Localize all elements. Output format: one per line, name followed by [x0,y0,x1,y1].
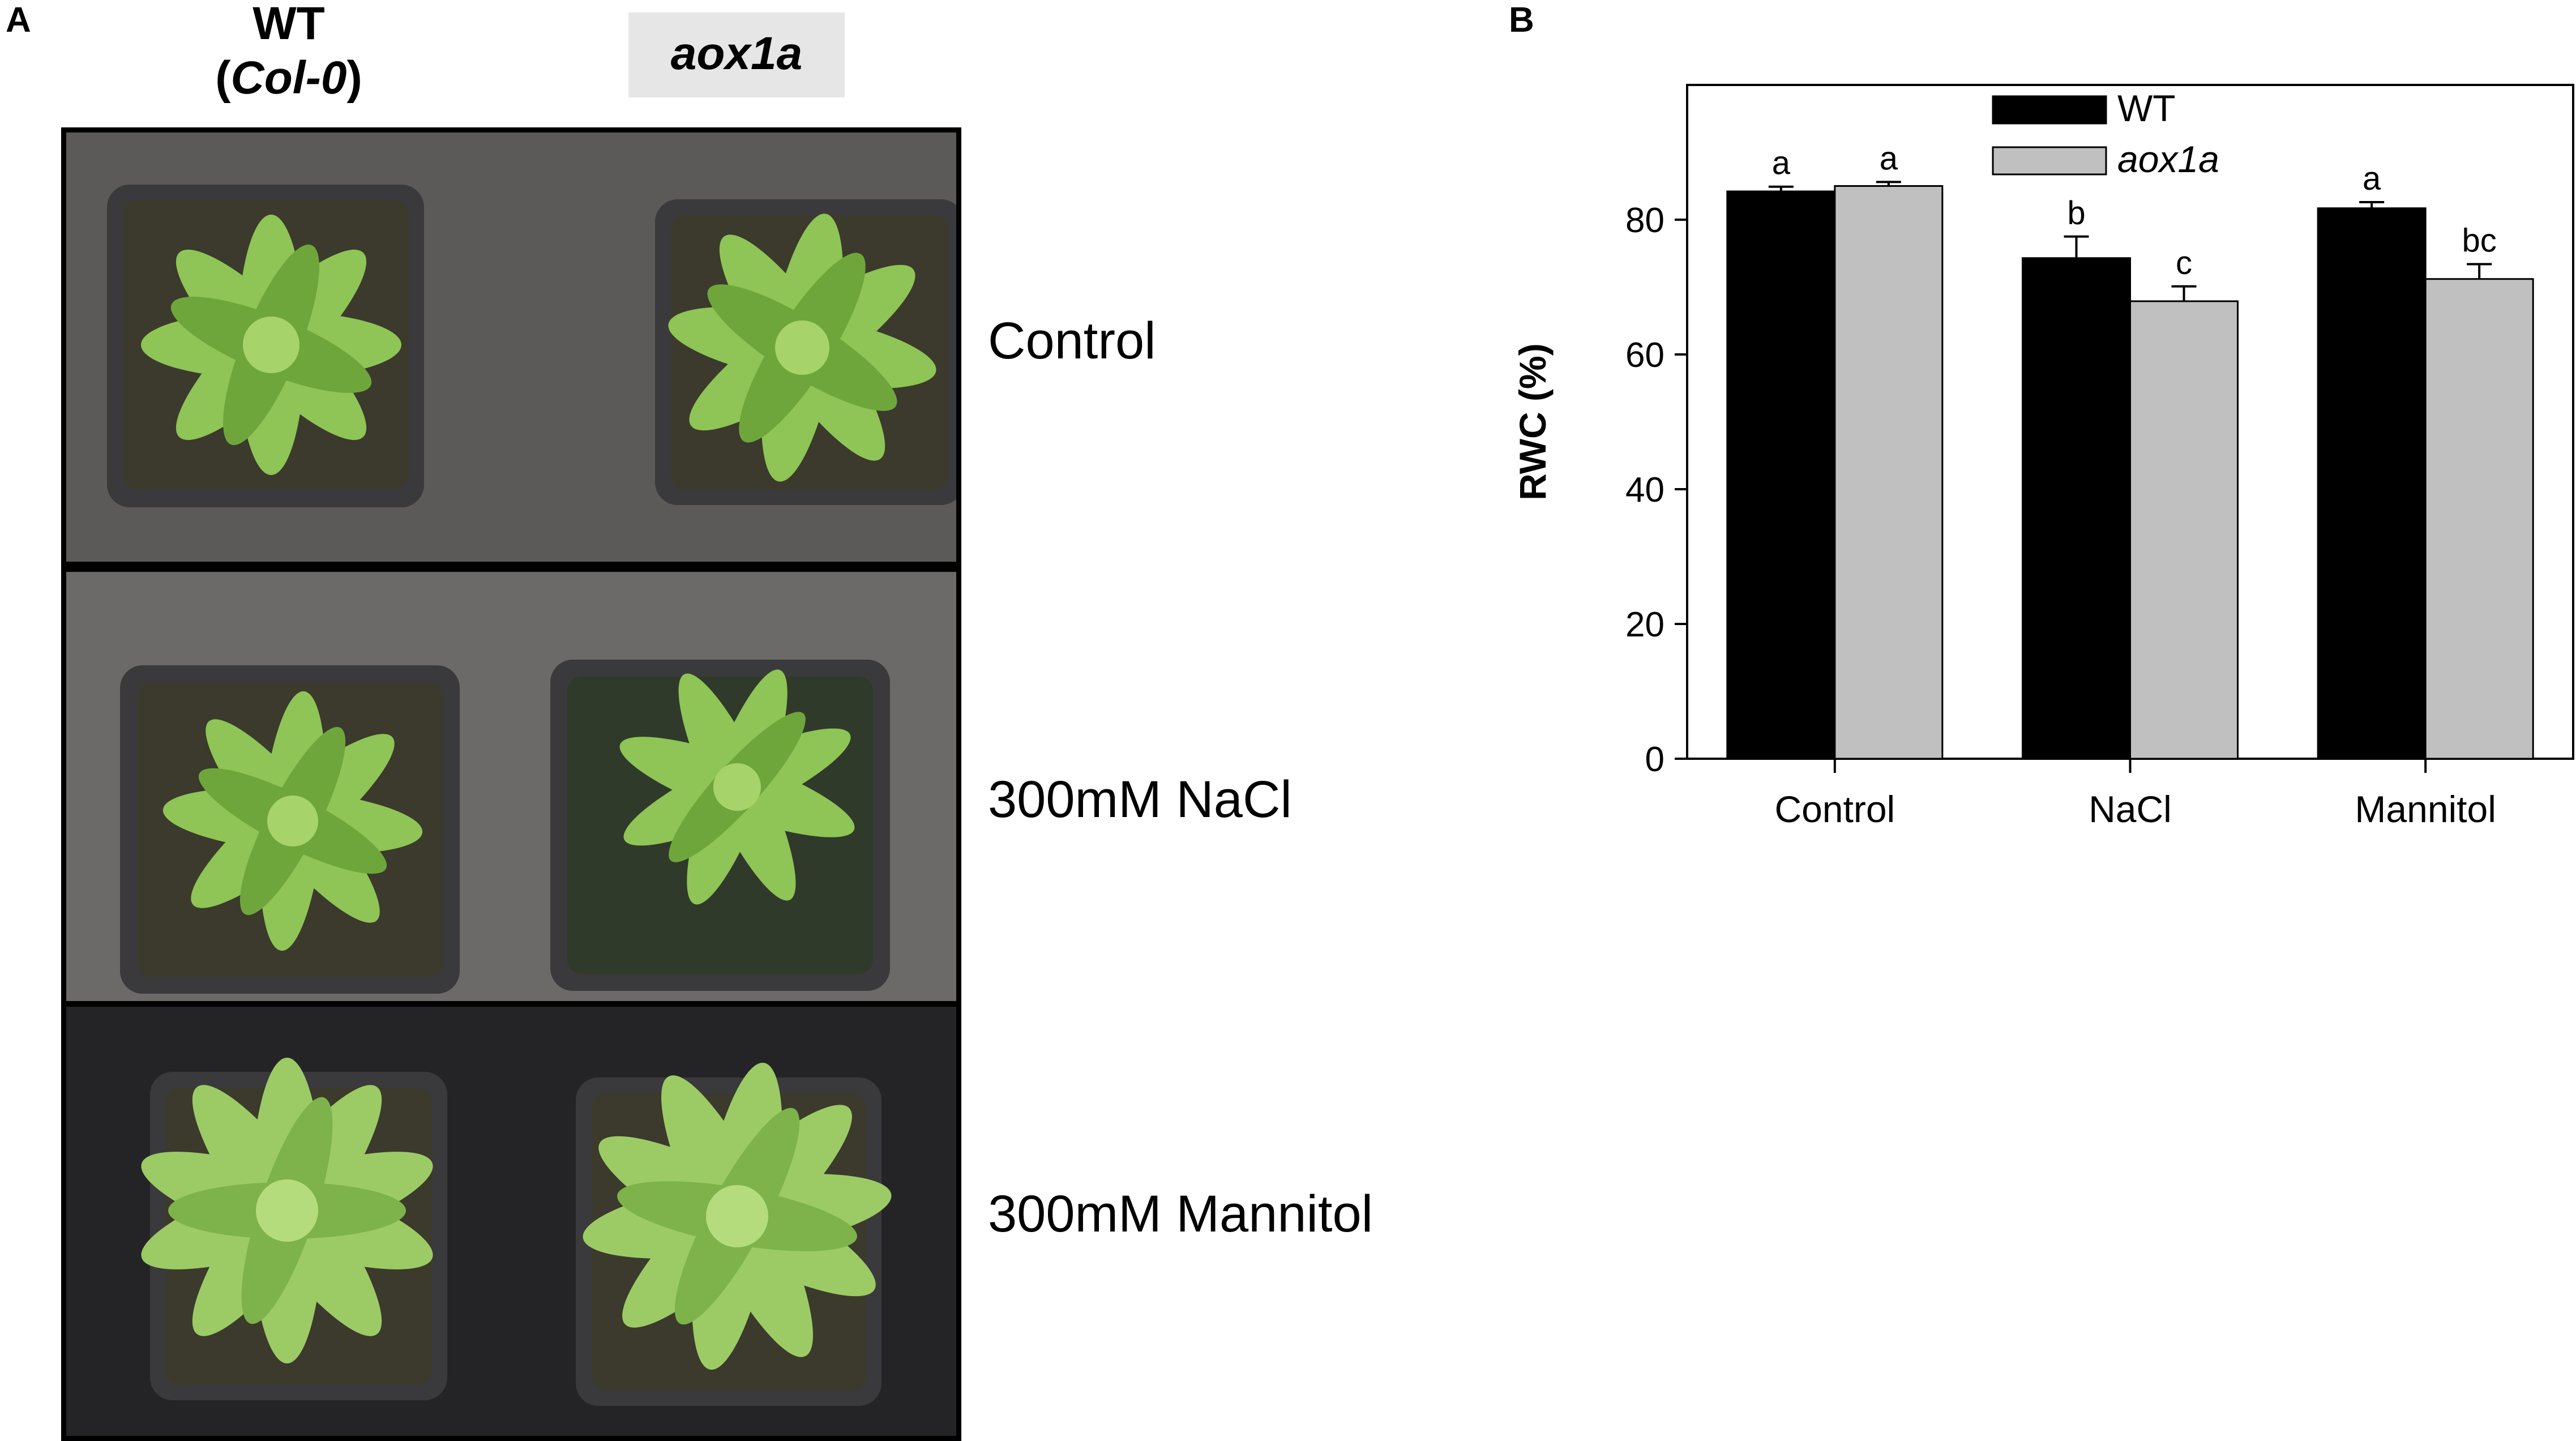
row-label-nacl: 300mM NaCl [988,771,1292,828]
bar [2129,300,2239,760]
y-axis-label: RWC (%) [1512,343,1554,500]
photo-nacl [66,572,956,1001]
x-tick-label: Control [1774,788,1895,830]
panel-b-letter: B [1509,1,1534,40]
bar [2022,257,2131,760]
bar [2317,207,2427,760]
photo-control-image [66,132,956,562]
photo-mannitol-image [66,1007,956,1436]
y-tick-label: 40 [1625,471,1664,510]
y-tick-label: 20 [1625,605,1664,644]
column-header-mutant: aox1a [670,28,803,79]
column-header-wt-label: WT [253,0,325,49]
photo-mannitol [66,1007,956,1436]
column-header-wt-sub: (Col-0) [215,52,362,104]
significance-label: c [2176,245,2192,281]
bar [2424,278,2534,760]
y-tick-label: 60 [1625,336,1664,375]
legend-label: aox1a [2117,138,2219,180]
significance-label: b [2067,195,2085,232]
row-label-control: Control [988,312,1156,370]
column-header-wt: WT (Col-0) [164,0,413,105]
bar [1726,190,1836,760]
significance-label: a [2363,160,2381,197]
x-tick-label: NaCl [2089,788,2172,830]
y-tick-label: 80 [1625,201,1664,240]
significance-label: a [1880,140,1898,177]
significance-label: bc [2462,223,2497,259]
row-label-mannitol: 300mM Mannitol [988,1185,1373,1243]
y-tick-label: 0 [1645,740,1664,779]
x-tick-label: Mannitol [2355,788,2496,830]
column-header-mutant-box [628,12,845,97]
bar [1834,185,1944,760]
legend-label: WT [2117,87,2176,129]
photo-control [66,132,956,562]
photo-nacl-image [66,572,956,1001]
significance-label: a [1772,145,1791,182]
panel-a-letter: A [6,1,31,40]
legend-swatch [1992,146,2107,176]
legend-swatch [1992,95,2107,125]
